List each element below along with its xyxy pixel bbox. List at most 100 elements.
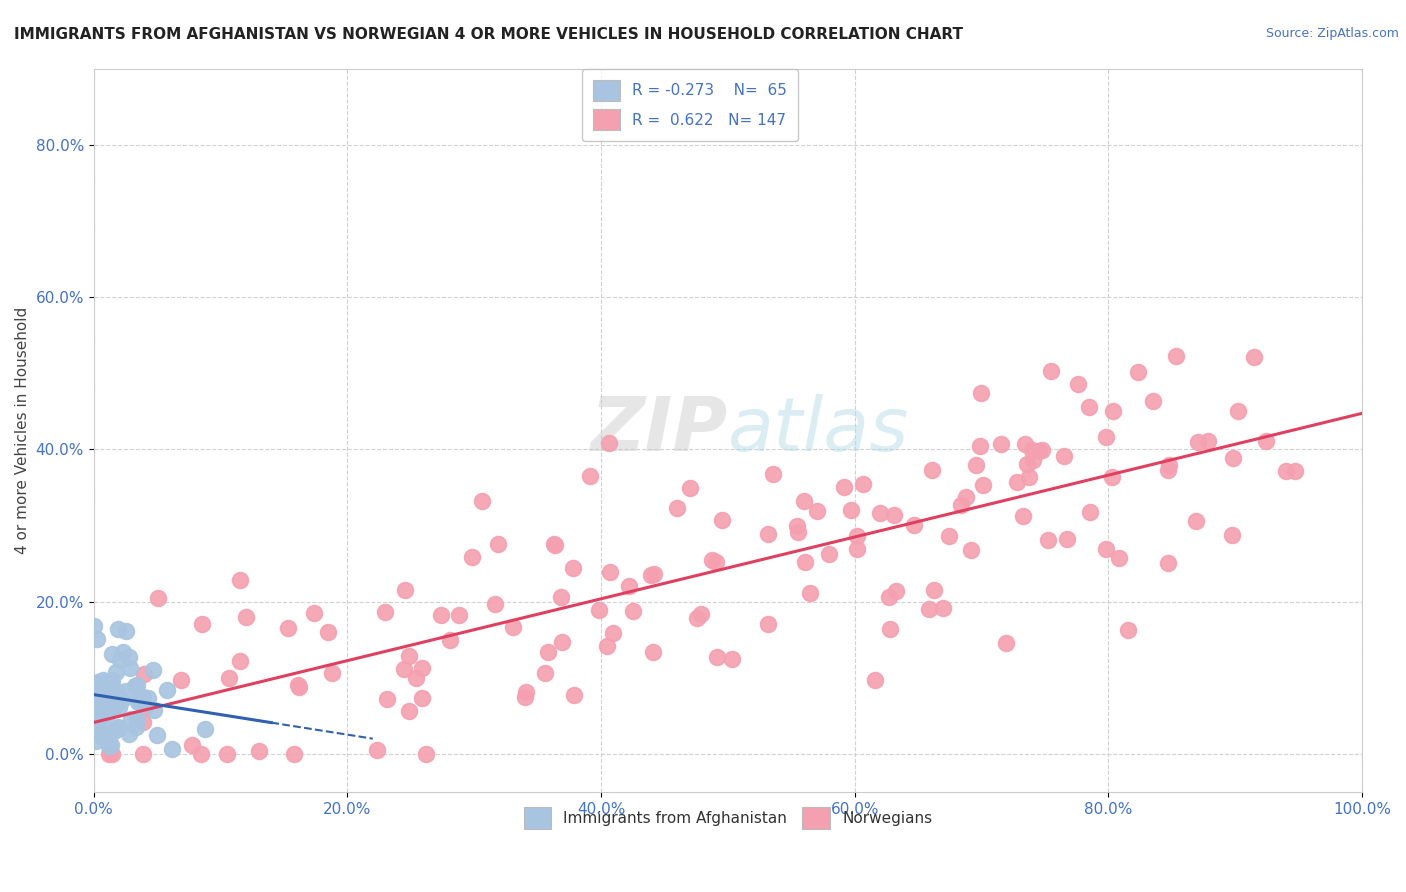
Point bbox=[84, 734, 107, 748]
Point bbox=[83, 692, 105, 706]
Point bbox=[969, 439, 991, 453]
Point bbox=[93, 697, 115, 711]
Point bbox=[89, 724, 111, 739]
Point bbox=[640, 568, 662, 582]
Point bbox=[679, 481, 702, 495]
Point bbox=[103, 723, 125, 738]
Point bbox=[950, 499, 973, 513]
Point bbox=[91, 673, 114, 688]
Point bbox=[1094, 541, 1116, 556]
Point bbox=[96, 730, 118, 744]
Point bbox=[146, 728, 169, 742]
Point bbox=[398, 704, 420, 718]
Point bbox=[124, 679, 146, 693]
Point bbox=[938, 529, 960, 543]
Point bbox=[405, 671, 427, 685]
Point bbox=[105, 697, 128, 711]
Point bbox=[287, 680, 309, 694]
Point bbox=[283, 747, 305, 761]
Point bbox=[287, 678, 309, 692]
Point bbox=[562, 688, 585, 702]
Point bbox=[1095, 430, 1118, 444]
Point bbox=[98, 689, 121, 703]
Point bbox=[107, 720, 129, 734]
Point bbox=[86, 632, 108, 646]
Point bbox=[1157, 556, 1180, 570]
Point bbox=[411, 661, 433, 675]
Point bbox=[100, 747, 122, 761]
Point bbox=[502, 620, 524, 634]
Point bbox=[181, 738, 204, 752]
Point bbox=[115, 684, 138, 698]
Point bbox=[534, 665, 557, 680]
Point bbox=[1157, 458, 1180, 473]
Point bbox=[127, 678, 149, 692]
Point bbox=[1284, 464, 1306, 478]
Point bbox=[551, 634, 574, 648]
Point bbox=[965, 458, 987, 473]
Point bbox=[160, 742, 183, 756]
Point bbox=[146, 591, 169, 606]
Point bbox=[101, 681, 124, 695]
Point bbox=[588, 603, 610, 617]
Point bbox=[817, 547, 839, 561]
Point bbox=[756, 616, 779, 631]
Point bbox=[84, 706, 107, 721]
Point bbox=[83, 706, 105, 721]
Point bbox=[832, 480, 855, 494]
Point bbox=[845, 529, 868, 543]
Point bbox=[806, 503, 828, 517]
Point bbox=[544, 538, 567, 552]
Point bbox=[1116, 623, 1139, 637]
Text: ZIP: ZIP bbox=[591, 393, 728, 467]
Point bbox=[1275, 465, 1298, 479]
Point bbox=[960, 542, 983, 557]
Point bbox=[990, 437, 1012, 451]
Point bbox=[877, 590, 900, 604]
Point bbox=[108, 721, 131, 735]
Point bbox=[599, 566, 621, 580]
Point bbox=[127, 712, 149, 726]
Point bbox=[87, 674, 110, 689]
Point bbox=[134, 700, 156, 714]
Point bbox=[1101, 469, 1123, 483]
Point bbox=[1078, 400, 1101, 414]
Point bbox=[1164, 349, 1187, 363]
Point bbox=[111, 693, 134, 707]
Point bbox=[1227, 403, 1250, 417]
Point bbox=[94, 686, 117, 700]
Point bbox=[1022, 452, 1045, 467]
Point bbox=[131, 715, 153, 730]
Point bbox=[710, 513, 733, 527]
Point bbox=[756, 527, 779, 541]
Point bbox=[91, 730, 114, 744]
Point bbox=[138, 691, 160, 706]
Point bbox=[1254, 434, 1277, 449]
Point bbox=[94, 694, 117, 708]
Point bbox=[641, 645, 664, 659]
Point bbox=[969, 386, 991, 401]
Point bbox=[706, 650, 728, 665]
Point bbox=[1031, 442, 1053, 457]
Point bbox=[93, 675, 115, 690]
Point bbox=[686, 610, 709, 624]
Point bbox=[794, 555, 817, 569]
Point bbox=[918, 602, 941, 616]
Point bbox=[447, 608, 470, 623]
Point bbox=[879, 623, 901, 637]
Point bbox=[643, 567, 665, 582]
Point bbox=[1243, 351, 1265, 365]
Point bbox=[118, 661, 141, 675]
Point bbox=[1014, 436, 1036, 450]
Point bbox=[110, 652, 132, 666]
Point bbox=[132, 667, 155, 681]
Point bbox=[1015, 457, 1038, 471]
Point bbox=[118, 650, 141, 665]
Point bbox=[550, 590, 572, 604]
Point bbox=[1157, 463, 1180, 477]
Point bbox=[392, 662, 415, 676]
Point bbox=[84, 678, 107, 692]
Point bbox=[97, 739, 120, 754]
Point bbox=[1021, 442, 1043, 457]
Point bbox=[704, 555, 727, 569]
